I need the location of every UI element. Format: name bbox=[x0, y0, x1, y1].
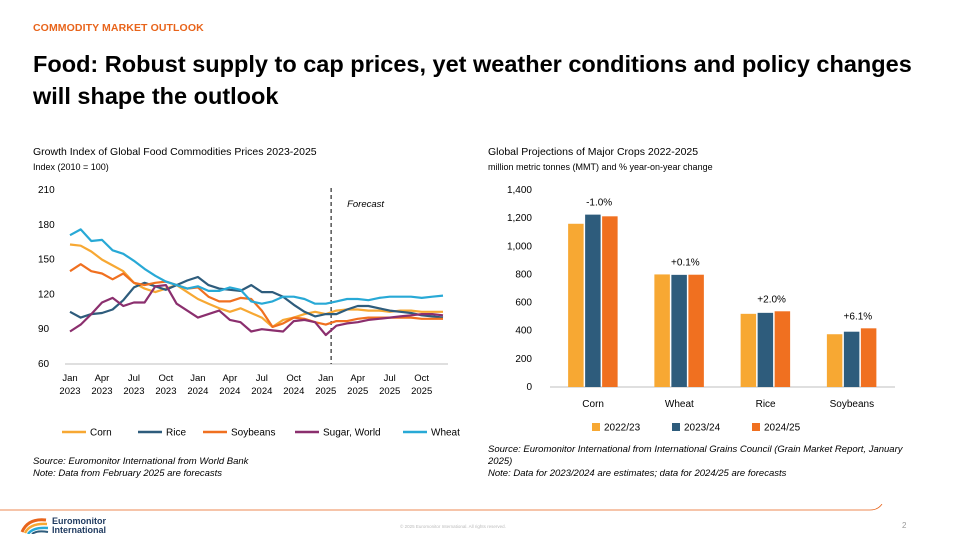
right-chart-title: Global Projections of Major Crops 2022-2… bbox=[488, 146, 699, 158]
x-tick-year: 2024 bbox=[251, 386, 272, 397]
left-chart-source: Source: Euromonitor International from W… bbox=[33, 456, 249, 467]
yoy-change-label: +0.1% bbox=[671, 258, 700, 269]
forecast-label: Forecast bbox=[347, 199, 384, 210]
legend-label-sugar-world: Sugar, World bbox=[323, 428, 381, 439]
bar-corn-2024-25 bbox=[602, 216, 618, 387]
food-price-line-chart: 60 90 120 150 180 210 Jan 2023 Apr 2023 Jul 2023 Oct… bbox=[38, 185, 460, 439]
category-label: Corn bbox=[582, 399, 604, 410]
category-label: Soybeans bbox=[830, 399, 874, 410]
bar-wheat-2022-23 bbox=[654, 274, 670, 387]
legend-label-wheat: Wheat bbox=[431, 428, 460, 439]
y-tick-label: 120 bbox=[38, 289, 55, 300]
legend-label-2023-24: 2023/24 bbox=[684, 423, 721, 434]
bar-wheat-2024-25 bbox=[688, 274, 704, 387]
x-tick-year: 2023 bbox=[155, 386, 176, 397]
x-tick-year: 2023 bbox=[123, 386, 144, 397]
legend-label-corn: Corn bbox=[90, 428, 112, 439]
legend-label-rice: Rice bbox=[166, 428, 186, 439]
x-tick-year: 2025 bbox=[411, 386, 432, 397]
yoy-change-label: +2.0% bbox=[757, 294, 786, 305]
legend-swatch-2024-25 bbox=[752, 423, 760, 431]
bar-soybeans-2022-23 bbox=[826, 334, 843, 387]
bar-corn-2023-24 bbox=[585, 214, 601, 387]
series-line-sugar-world bbox=[69, 283, 444, 337]
brand-line-2: International bbox=[52, 525, 107, 535]
category-label: Wheat bbox=[665, 399, 694, 410]
x-tick-month: Apr bbox=[95, 373, 110, 384]
y-tick-label: 400 bbox=[515, 326, 532, 337]
legend-swatch-2022-23 bbox=[592, 423, 600, 431]
y-tick-label: 1,000 bbox=[507, 241, 532, 252]
x-tick-year: 2025 bbox=[315, 386, 336, 397]
bar-soybeans-2023-24 bbox=[843, 331, 860, 387]
y-tick-label: 200 bbox=[515, 354, 532, 365]
crop-projection-bar-chart: 0 200 400 600 800 1,000 1,200 1,400 -1.0% Corn +0.… bbox=[507, 185, 895, 434]
brand-name: Euromonitor International bbox=[52, 517, 106, 535]
bar-soybeans-2024-25 bbox=[860, 328, 877, 387]
y-tick-label: 180 bbox=[38, 220, 55, 231]
y-tick-label: 60 bbox=[38, 359, 50, 370]
right-chart-source: Source: Euromonitor International from I… bbox=[488, 444, 903, 467]
y-tick-label: 210 bbox=[38, 185, 55, 196]
bar-rice-2024-25 bbox=[774, 311, 791, 387]
right-chart-subtitle: million metric tonnes (MMT) and % year-o… bbox=[488, 162, 713, 172]
series-line-rice bbox=[69, 275, 444, 319]
legend-label-2022-23: 2022/23 bbox=[604, 423, 641, 434]
x-tick-month: Jul bbox=[256, 373, 268, 384]
series-line-wheat bbox=[69, 228, 444, 305]
yoy-change-label: -1.0% bbox=[586, 198, 612, 209]
x-tick-month: Apr bbox=[222, 373, 237, 384]
x-tick-month: Jul bbox=[384, 373, 396, 384]
x-tick-year: 2024 bbox=[283, 386, 304, 397]
right-chart-note: Note: Data for 2023/2024 are estimates; … bbox=[488, 468, 787, 479]
bar-corn-2022-23 bbox=[568, 223, 584, 387]
left-chart-title: Growth Index of Global Food Commodities … bbox=[33, 146, 317, 158]
category-label: Rice bbox=[756, 399, 776, 410]
x-tick-year: 2023 bbox=[91, 386, 112, 397]
y-tick-label: 600 bbox=[515, 298, 532, 309]
x-tick-year: 2024 bbox=[219, 386, 240, 397]
x-tick-month: Jul bbox=[128, 373, 140, 384]
bar-rice-2022-23 bbox=[740, 313, 757, 387]
y-tick-label: 0 bbox=[526, 382, 532, 393]
x-tick-year: 2023 bbox=[59, 386, 80, 397]
y-tick-label: 90 bbox=[38, 324, 50, 335]
x-tick-year: 2024 bbox=[187, 386, 208, 397]
y-tick-label: 800 bbox=[515, 269, 532, 280]
x-tick-month: Oct bbox=[414, 373, 429, 384]
euromonitor-logo-icon bbox=[20, 518, 49, 534]
x-tick-month: Apr bbox=[350, 373, 365, 384]
x-tick-month: Jan bbox=[190, 373, 205, 384]
y-tick-label: 150 bbox=[38, 255, 55, 266]
left-chart-subtitle: Index (2010 = 100) bbox=[33, 162, 109, 172]
bar-rice-2023-24 bbox=[757, 312, 774, 387]
x-tick-year: 2025 bbox=[379, 386, 400, 397]
x-tick-month: Jan bbox=[62, 373, 77, 384]
legend-label-soybeans: Soybeans bbox=[231, 428, 275, 439]
x-tick-month: Oct bbox=[159, 373, 174, 384]
legend-label-2024-25: 2024/25 bbox=[764, 423, 801, 434]
copyright-text: © 2025 Euromonitor International. All ri… bbox=[400, 524, 506, 529]
bar-wheat-2023-24 bbox=[671, 274, 687, 387]
section-kicker: COMMODITY MARKET OUTLOOK bbox=[33, 22, 204, 34]
legend-swatch-2023-24 bbox=[672, 423, 680, 431]
brand-line-1: Euromonitor bbox=[52, 516, 106, 526]
x-tick-month: Oct bbox=[286, 373, 301, 384]
y-tick-label: 1,200 bbox=[507, 213, 532, 224]
footer-divider bbox=[0, 504, 883, 511]
page-title: Food: Robust supply to cap prices, yet w… bbox=[33, 51, 912, 109]
yoy-change-label: +6.1% bbox=[844, 311, 873, 322]
left-chart-note: Note: Data from February 2025 are foreca… bbox=[33, 468, 223, 479]
page-number: 2 bbox=[902, 521, 907, 530]
x-tick-year: 2025 bbox=[347, 386, 368, 397]
x-tick-month: Jan bbox=[318, 373, 333, 384]
y-tick-label: 1,400 bbox=[507, 185, 532, 196]
